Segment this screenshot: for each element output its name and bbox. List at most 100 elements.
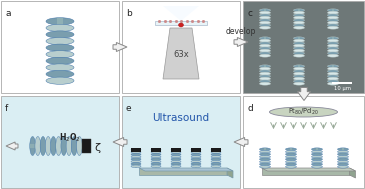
Ellipse shape	[211, 160, 221, 163]
Text: b: b	[126, 9, 132, 18]
Text: 10 μm: 10 μm	[334, 86, 350, 91]
Polygon shape	[227, 168, 233, 178]
Ellipse shape	[30, 136, 35, 156]
Bar	[332, 65, 334, 85]
Ellipse shape	[327, 67, 338, 70]
Ellipse shape	[46, 44, 74, 51]
Ellipse shape	[260, 19, 270, 22]
Ellipse shape	[260, 153, 270, 156]
Ellipse shape	[151, 165, 161, 168]
Ellipse shape	[46, 31, 74, 38]
Ellipse shape	[327, 54, 338, 57]
Ellipse shape	[171, 153, 181, 156]
Ellipse shape	[260, 80, 270, 83]
Bar	[211, 148, 221, 152]
Text: develop: develop	[226, 26, 256, 36]
Ellipse shape	[293, 52, 304, 55]
Ellipse shape	[178, 23, 184, 27]
Bar	[191, 148, 201, 152]
Ellipse shape	[191, 148, 201, 151]
Ellipse shape	[311, 153, 323, 156]
Ellipse shape	[191, 160, 201, 163]
Ellipse shape	[191, 163, 201, 165]
Ellipse shape	[211, 151, 221, 153]
Ellipse shape	[211, 148, 221, 151]
Ellipse shape	[260, 49, 270, 52]
Ellipse shape	[211, 156, 221, 158]
Ellipse shape	[260, 77, 270, 80]
Polygon shape	[113, 43, 127, 51]
Ellipse shape	[46, 37, 74, 45]
Bar	[151, 148, 161, 152]
Ellipse shape	[327, 75, 338, 78]
Ellipse shape	[338, 153, 349, 156]
Ellipse shape	[327, 44, 338, 47]
Ellipse shape	[211, 163, 221, 165]
Ellipse shape	[327, 24, 338, 27]
Ellipse shape	[260, 67, 270, 70]
Ellipse shape	[327, 14, 338, 17]
Bar	[135, 149, 137, 167]
Polygon shape	[113, 138, 127, 146]
Ellipse shape	[260, 42, 270, 45]
Ellipse shape	[327, 39, 338, 42]
Ellipse shape	[327, 72, 338, 75]
Ellipse shape	[338, 163, 349, 166]
Ellipse shape	[285, 155, 296, 158]
Text: e: e	[126, 104, 132, 113]
Ellipse shape	[131, 151, 141, 153]
Ellipse shape	[327, 52, 338, 55]
Ellipse shape	[293, 49, 304, 52]
Polygon shape	[261, 168, 350, 175]
Ellipse shape	[191, 153, 201, 156]
Bar	[131, 148, 141, 152]
Ellipse shape	[285, 163, 296, 166]
Bar	[243, 96, 364, 188]
Ellipse shape	[56, 136, 61, 156]
Ellipse shape	[46, 77, 74, 84]
Ellipse shape	[40, 136, 46, 156]
Ellipse shape	[327, 16, 338, 19]
Ellipse shape	[260, 37, 270, 40]
Ellipse shape	[260, 54, 270, 57]
Bar	[171, 148, 181, 152]
Ellipse shape	[311, 148, 323, 151]
Ellipse shape	[131, 158, 141, 160]
Text: H$_2$O$_2$: H$_2$O$_2$	[59, 132, 81, 145]
Polygon shape	[234, 138, 248, 146]
Bar	[264, 37, 266, 57]
Ellipse shape	[293, 21, 304, 24]
Ellipse shape	[285, 165, 296, 168]
Ellipse shape	[327, 65, 338, 68]
Ellipse shape	[151, 160, 161, 163]
Ellipse shape	[260, 11, 270, 14]
Ellipse shape	[327, 21, 338, 24]
Ellipse shape	[338, 155, 349, 158]
Ellipse shape	[260, 24, 270, 27]
Ellipse shape	[285, 158, 296, 161]
Bar	[290, 148, 292, 168]
Bar	[298, 37, 300, 57]
Bar	[155, 149, 157, 167]
Bar	[122, 1, 240, 93]
Bar	[195, 149, 197, 167]
Ellipse shape	[151, 151, 161, 153]
Ellipse shape	[260, 82, 270, 85]
Ellipse shape	[260, 16, 270, 19]
Ellipse shape	[327, 49, 338, 52]
Ellipse shape	[46, 24, 74, 32]
Bar	[175, 149, 177, 167]
Ellipse shape	[260, 44, 270, 47]
Ellipse shape	[293, 14, 304, 17]
Ellipse shape	[327, 26, 338, 29]
Ellipse shape	[327, 82, 338, 85]
Ellipse shape	[338, 148, 349, 151]
Bar	[264, 148, 266, 168]
Ellipse shape	[327, 42, 338, 45]
Ellipse shape	[260, 148, 270, 151]
Ellipse shape	[327, 77, 338, 80]
Ellipse shape	[327, 19, 338, 22]
Polygon shape	[297, 88, 311, 101]
Bar	[316, 148, 318, 168]
Ellipse shape	[260, 155, 270, 158]
